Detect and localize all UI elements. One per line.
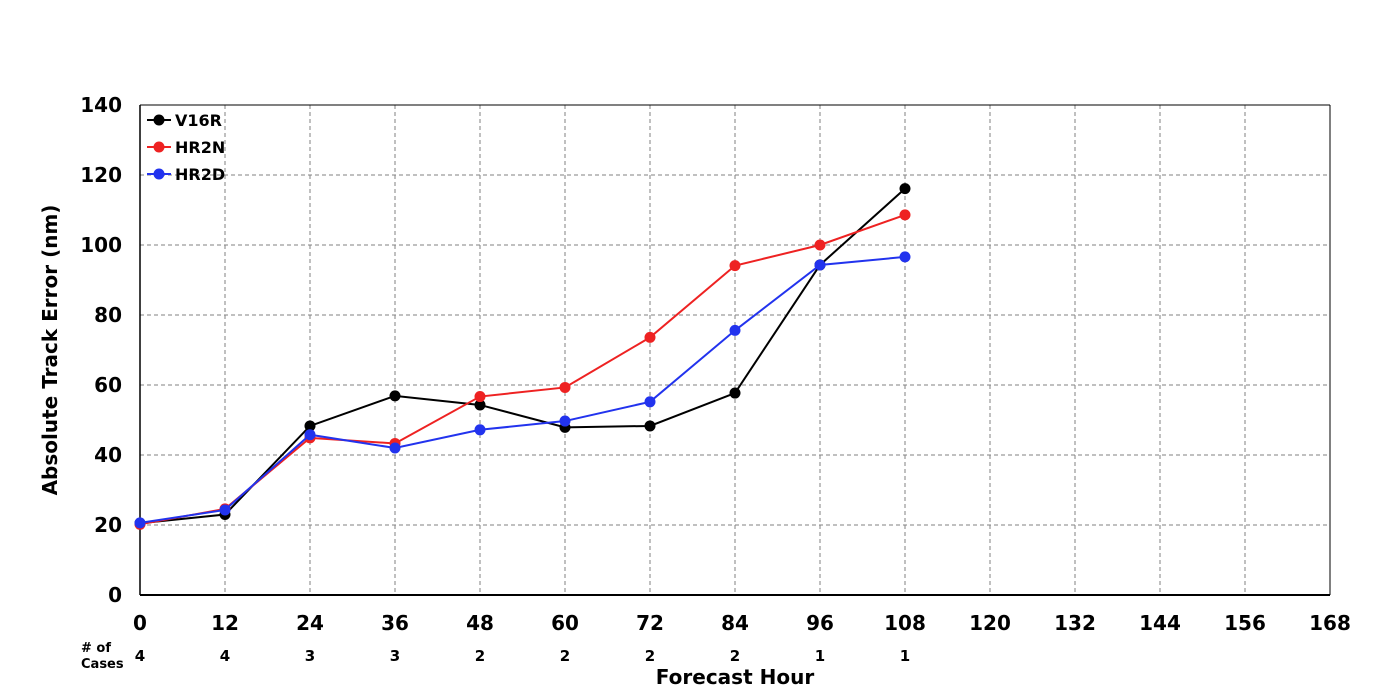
legend-label-v16r: V16R [175,111,222,130]
y-tick-label: 80 [94,303,122,327]
data-point-hr2n [644,331,656,343]
x-tick-label: 36 [381,611,409,635]
x-tick-label: 24 [296,611,324,635]
cases-value: 2 [730,647,740,665]
cases-value: 4 [220,647,230,665]
cases-value: 2 [645,647,655,665]
legend-label-hr2n: HR2N [175,138,225,157]
data-point-hr2d [644,396,656,408]
y-tick-label: 100 [80,233,122,257]
legend-marker-hr2n [153,141,165,153]
x-tick-label: 0 [133,611,147,635]
cases-value: 3 [305,647,315,665]
data-point-hr2d [814,259,826,271]
series-group [134,183,911,530]
grid-lines [140,105,1330,595]
y-tick-label: 140 [80,93,122,117]
x-tick-label: 72 [636,611,664,635]
cases-value: 1 [900,647,910,665]
y-tick-label: 60 [94,373,122,397]
series-line-hr2d [139,255,906,524]
y-tick-label: 120 [80,163,122,187]
x-tick-label: 12 [211,611,239,635]
y-tick-label: 0 [108,583,122,607]
x-tick-label: 144 [1139,611,1181,635]
x-tick-label: 60 [551,611,579,635]
x-tick-label: 120 [969,611,1011,635]
y-tick-label: 20 [94,513,122,537]
cases-label-line2: Cases [81,657,124,672]
legend-marker-hr2d [153,168,165,180]
data-point-hr2n [729,260,741,272]
data-point-v16r [899,183,911,195]
cases-value: 3 [390,647,400,665]
y-axis-title: Absolute Track Error (nm) [38,205,62,496]
cases-value: 4 [135,647,145,665]
data-point-v16r [474,399,486,411]
x-tick-label: 84 [721,611,749,635]
data-point-hr2n [899,209,911,221]
data-point-hr2d [304,429,316,441]
x-tick-label: 48 [466,611,494,635]
x-tick-label: 156 [1224,611,1266,635]
data-point-hr2d [389,442,401,454]
x-tick-label: 168 [1309,611,1351,635]
x-tick-label: 108 [884,611,926,635]
axes [139,104,1331,596]
data-point-hr2n [814,239,826,251]
cases-value: 1 [815,647,825,665]
cases-label-line1: # of [81,641,111,656]
x-tick-label: 96 [806,611,834,635]
x-tick-labels: 0 12 24 36 48 60 72 84 96 108 120 132 144 156 168 [133,611,1351,635]
cases-value: 2 [560,647,570,665]
legend: V16R HR2N HR2D [147,111,225,184]
cases-value: 2 [475,647,485,665]
data-point-v16r [729,387,741,399]
y-tick-labels: 0 20 40 60 80 100 120 140 [80,93,122,607]
series-line-v16r [139,187,906,525]
data-point-hr2n [474,391,486,403]
data-point-v16r [304,420,316,432]
data-point-hr2d [219,504,231,516]
data-point-hr2d [134,517,146,529]
data-point-v16r [644,420,656,432]
data-point-v16r [389,390,401,402]
cases-row: # of Cases 4 4 3 3 2 2 2 2 1 1 [81,641,910,672]
x-axis-title: Forecast Hour [656,665,815,689]
legend-marker-v16r [153,114,165,126]
data-point-hr2d [729,324,741,336]
data-point-hr2d [559,415,571,427]
data-point-hr2d [474,424,486,436]
data-point-hr2d [899,251,911,263]
legend-label-hr2d: HR2D [175,165,225,184]
y-tick-label: 40 [94,443,122,467]
data-point-hr2n [559,381,571,393]
x-tick-label: 132 [1054,611,1096,635]
